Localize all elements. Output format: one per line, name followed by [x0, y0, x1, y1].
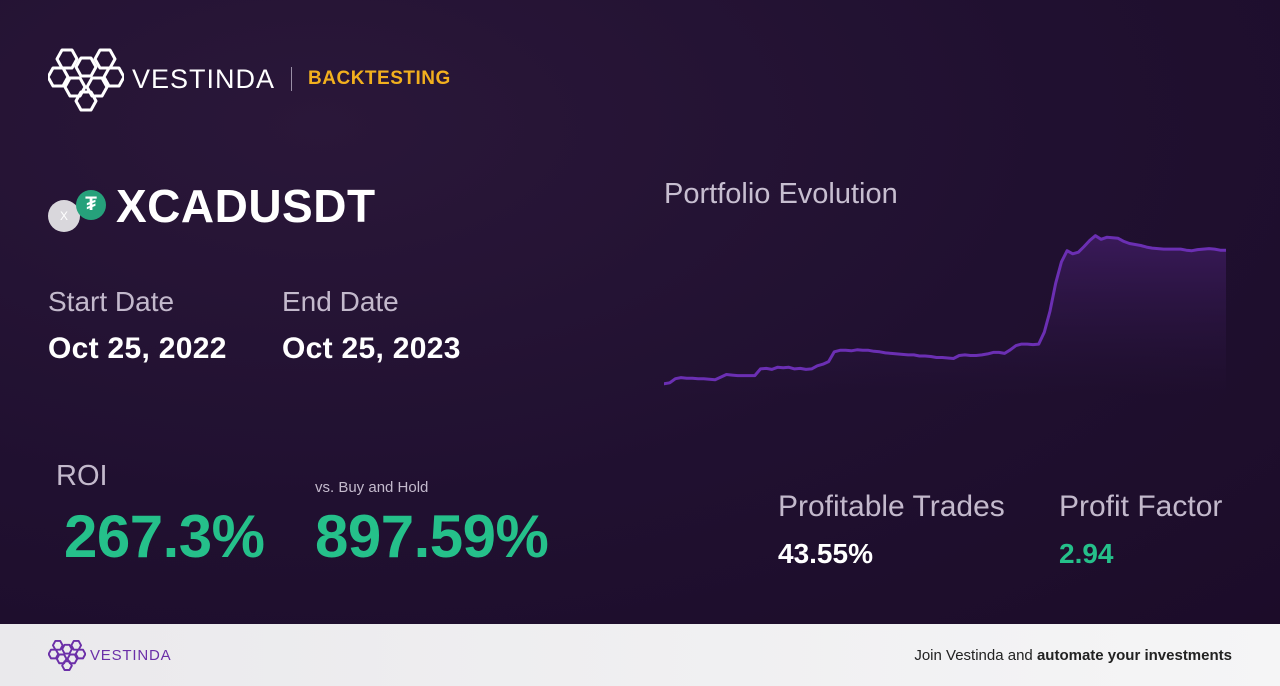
trading-pair: X ₮ XCADUSDT — [48, 178, 376, 234]
tether-coin-icon: ₮ — [76, 190, 106, 220]
footer-brand-name: VESTINDA — [90, 646, 172, 664]
profit-factor-label: Profit Factor — [1059, 490, 1223, 523]
xcad-coin-icon: X — [48, 200, 80, 232]
hero-panel: VESTINDA BACKTESTING X ₮ XCADUSDT Start … — [0, 0, 1280, 624]
pair-symbol: XCADUSDT — [116, 180, 376, 232]
header-brand: VESTINDA BACKTESTING — [48, 46, 451, 112]
header-divider — [291, 67, 293, 91]
chart-title: Portfolio Evolution — [664, 178, 898, 210]
product-label: BACKTESTING — [308, 68, 451, 89]
footer-bar: VESTINDA Join Vestinda and automate your… — [0, 624, 1280, 686]
vestinda-logo-icon — [48, 639, 86, 671]
pair-icons: X ₮ — [48, 178, 108, 234]
footer-cta-bold: automate your investments — [1036, 646, 1232, 664]
portfolio-area — [664, 235, 1226, 395]
footer-cta-prefix: Join Vestinda and — [914, 646, 1037, 664]
vestinda-logo-icon — [48, 48, 124, 112]
brand-name: VESTINDA — [132, 63, 276, 94]
end-date-label: End Date — [282, 286, 399, 317]
end-date-value: Oct 25, 2023 — [282, 332, 461, 365]
start-date-value: Oct 25, 2022 — [48, 332, 227, 365]
portfolio-line — [664, 234, 1226, 386]
portfolio-chart — [664, 234, 1226, 395]
start-date: Start Date Oct 25, 2022 — [48, 286, 227, 366]
profitable-trades-value: 43.55% — [778, 538, 873, 569]
vs-buy-hold-value: 897.59% — [315, 503, 549, 570]
roi-label: ROI — [56, 460, 108, 492]
profitable-trades-label: Profitable Trades — [778, 490, 1005, 523]
footer-cta[interactable]: Join Vestinda and automate your investme… — [914, 647, 1232, 664]
footer-brand[interactable]: VESTINDA — [48, 639, 171, 671]
profit-factor-value: 2.94 — [1059, 538, 1114, 569]
vs-buy-hold-label: vs. Buy and Hold — [315, 479, 429, 496]
end-date: End Date Oct 25, 2023 — [282, 286, 461, 366]
roi-value: 267.3% — [64, 503, 265, 570]
start-date-label: Start Date — [48, 286, 175, 317]
